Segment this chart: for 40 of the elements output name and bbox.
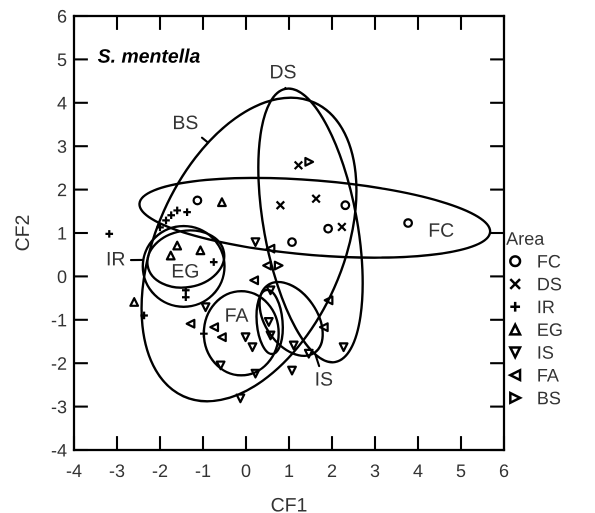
- y-tick-label: -4: [52, 444, 67, 457]
- x-tick-label: 2: [328, 464, 336, 477]
- y-tick-label: 0: [58, 270, 66, 284]
- annotation: BS: [174, 116, 198, 130]
- y-tick-label: 5: [58, 54, 66, 66]
- x-tick-label: -4: [66, 464, 82, 477]
- text: S. mentella: [98, 48, 200, 63]
- legend-label: IS: [538, 346, 554, 359]
- legend-label: FA: [538, 369, 559, 382]
- x-tick-label: 1: [285, 464, 294, 477]
- y-tick-label: 4: [57, 96, 67, 110]
- x-tick-label: 5: [456, 464, 466, 478]
- y-tick-label: -1: [52, 314, 66, 326]
- y-tick-label: 1: [58, 227, 66, 240]
- x-tick-label: 0: [242, 464, 250, 478]
- y-tick-label: -2: [52, 357, 66, 370]
- legend-label: BS: [538, 392, 560, 404]
- legend-label: FC: [538, 254, 560, 268]
- annotation: FA: [226, 308, 248, 322]
- annotation: EG: [172, 264, 198, 278]
- legend-label: DS: [538, 278, 562, 290]
- x-tick-label: -1: [196, 464, 210, 477]
- y-tick-label: 2: [58, 184, 66, 196]
- annotation: IS: [316, 372, 332, 386]
- x-axis-title: CF1: [272, 498, 306, 512]
- y-tick-label: 3: [58, 140, 66, 153]
- legend-title: Area: [506, 232, 544, 245]
- annotation: DS: [271, 64, 296, 79]
- y-tick-label: 6: [58, 10, 66, 23]
- x-tick-label: 6: [500, 464, 508, 478]
- y-axis-title: CF2: [15, 216, 30, 250]
- annotation: FC: [430, 223, 454, 237]
- legend-label: IR: [538, 300, 554, 314]
- legend-label: EG: [538, 323, 562, 336]
- x-tick-label: 4: [413, 464, 422, 477]
- x-tick-label: -3: [110, 464, 124, 478]
- x-tick-label: 3: [370, 464, 380, 478]
- y-tick-label: -3: [52, 400, 66, 414]
- x-tick-label: -2: [152, 464, 168, 477]
- annotation: IR: [108, 252, 125, 266]
